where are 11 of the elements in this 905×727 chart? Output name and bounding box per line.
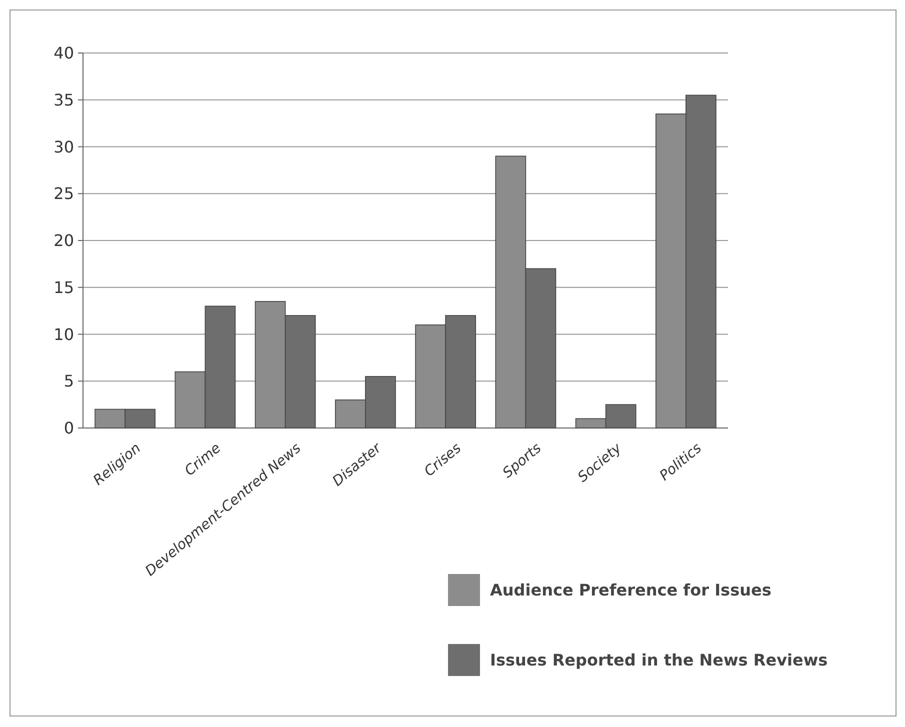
y-tick-label: 40 — [54, 44, 74, 63]
y-tick-label: 35 — [54, 90, 74, 110]
y-tick-label: 20 — [54, 231, 74, 250]
y-tick-label: 25 — [54, 184, 74, 204]
y-tick-label: 0 — [64, 418, 74, 438]
y-tick-label: 30 — [54, 137, 74, 156]
legend-label: Issues Reported in the News Reviews — [490, 650, 828, 670]
y-tick-label: 15 — [54, 278, 74, 297]
y-tick-label: 5 — [64, 372, 74, 391]
legend-label: Audience Preference for Issues — [490, 580, 772, 600]
y-tick-label: 10 — [54, 324, 74, 344]
